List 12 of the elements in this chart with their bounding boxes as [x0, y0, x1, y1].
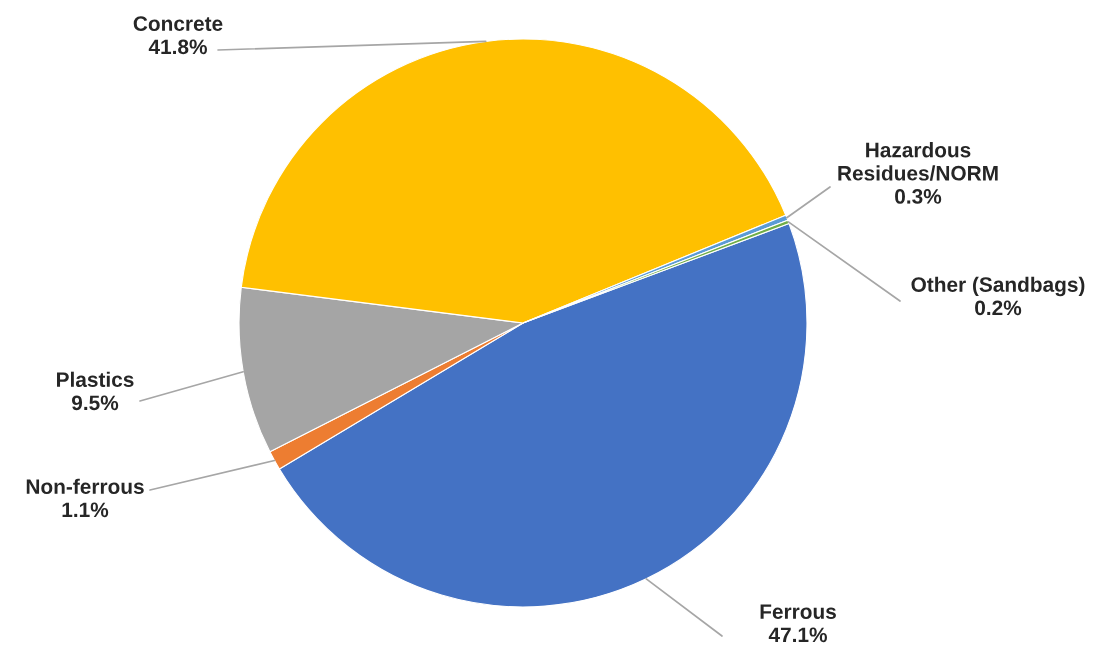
slice-label: Concrete — [133, 16, 223, 31]
data-label: 0.2% — [975, 300, 1022, 316]
data-label: 47.1% — [768, 627, 827, 643]
slice-label: Plastics — [57, 371, 134, 387]
slice-label: Ferrous — [760, 604, 836, 619]
data-label: 41.8% — [148, 39, 207, 55]
slice-label: Hazardous Residues/NORM — [838, 142, 998, 181]
data-label: 9.5% — [71, 395, 119, 411]
slice-label: Other (Sandbags) — [911, 276, 1085, 297]
data-label: 1.1% — [62, 502, 109, 518]
data-label: 0.3% — [895, 189, 942, 204]
slice-label: Non-ferrous — [26, 478, 144, 494]
